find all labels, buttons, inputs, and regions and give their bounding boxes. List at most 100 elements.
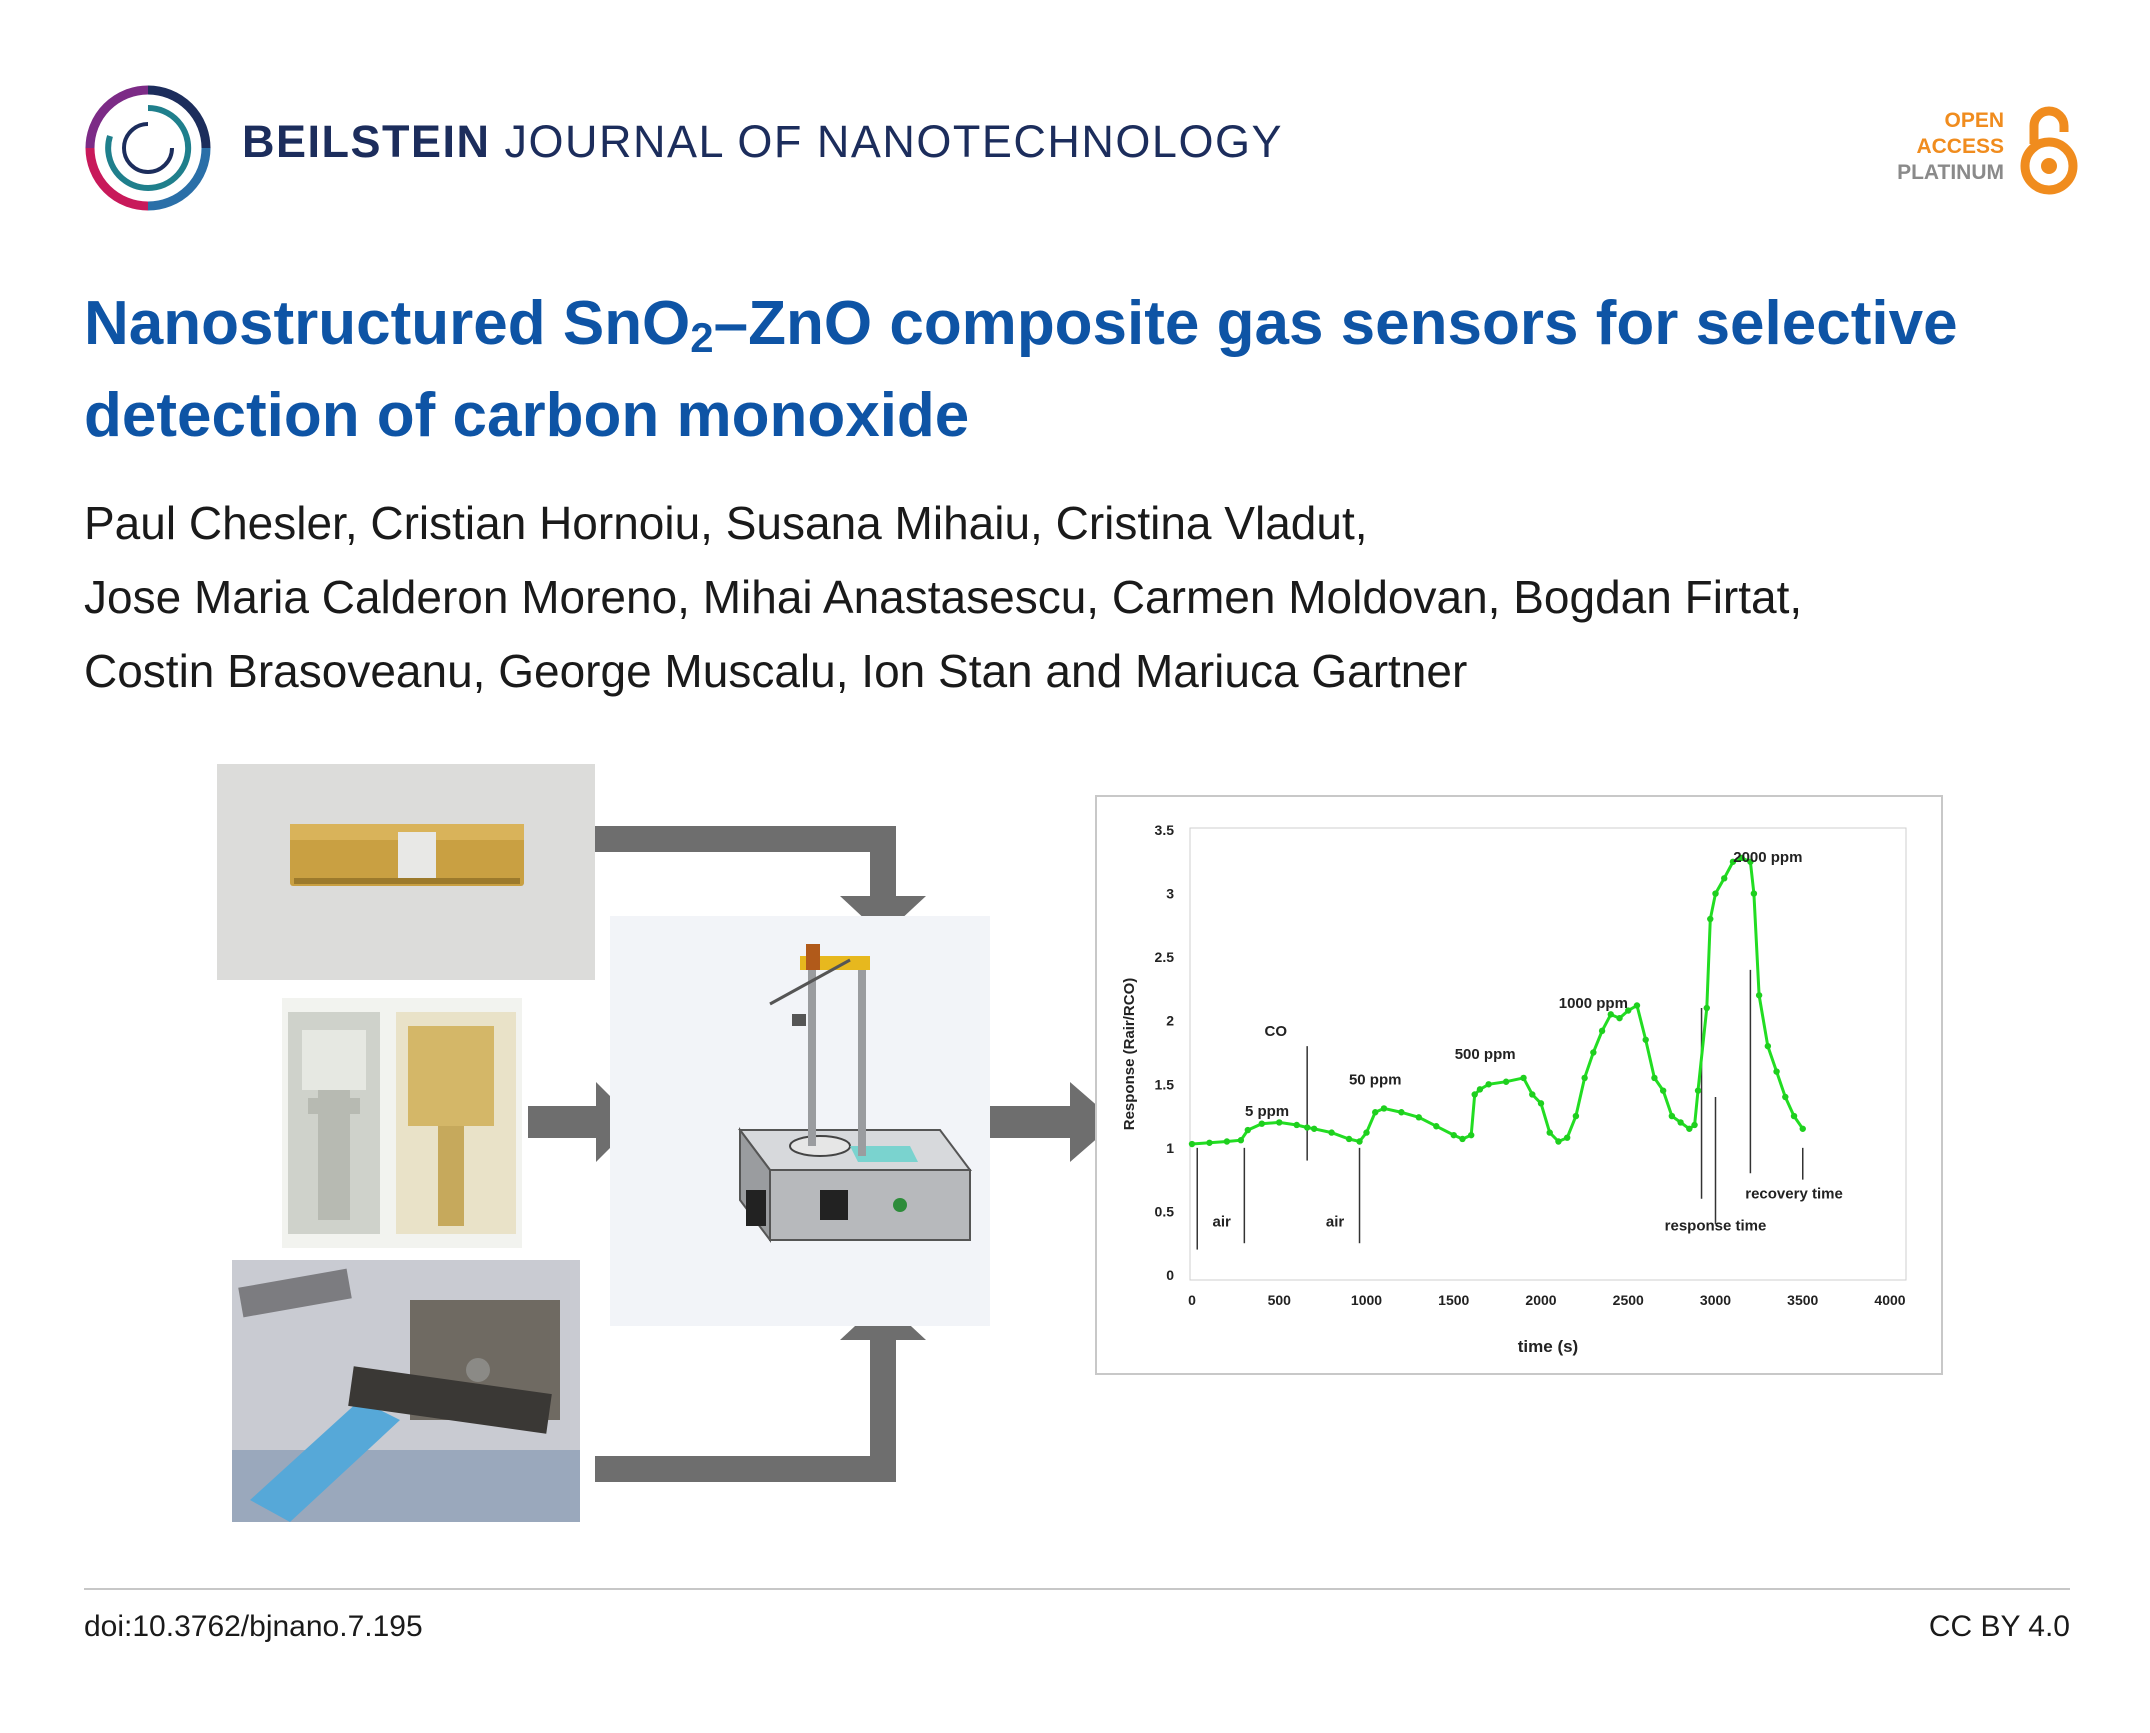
title-part1: Nanostructured SnO	[84, 289, 691, 358]
y-tick-label: 3.5	[1155, 822, 1175, 838]
authors-line: Paul Chesler, Cristian Hornoiu, Susana M…	[84, 497, 1368, 549]
annotation-label: 5 ppm	[1245, 1103, 1289, 1120]
authors-line: Costin Brasoveanu, George Muscalu, Ion S…	[84, 645, 1468, 697]
y-tick-label: 3	[1166, 886, 1174, 902]
data-point	[1476, 1086, 1484, 1093]
data-point	[1790, 1112, 1798, 1120]
data-point	[1651, 1074, 1658, 1082]
flow-arrows	[528, 826, 1116, 1482]
x-tick-label: 1500	[1438, 1292, 1469, 1308]
data-point	[1712, 890, 1719, 897]
x-tick-label: 3500	[1787, 1292, 1818, 1308]
electrodes-photo	[282, 998, 522, 1248]
response-plot: 0 0.5 1 1.5 2 2.5 3 3.5 0 500 1000 1500 2000 2500 300…	[1095, 795, 1943, 1375]
data-point	[1380, 1105, 1388, 1112]
data-point	[1703, 1004, 1710, 1012]
data-point	[1773, 1068, 1780, 1075]
open-access-badge: OPEN ACCESS PLATINUM	[1880, 104, 2080, 196]
authors-line: Jose Maria Calderon Moreno, Mihai Anasta…	[84, 571, 1803, 623]
annotation-label: 1000 ppm	[1559, 995, 1628, 1012]
data-point	[1546, 1129, 1553, 1136]
sensor-substrate-photo	[217, 764, 595, 980]
article-title: Nanostructured SnO2–ZnO composite gas se…	[84, 278, 2044, 462]
y-tick-label: 2.5	[1155, 949, 1175, 965]
annotation-label: air	[1326, 1214, 1345, 1231]
data-point	[1356, 1138, 1363, 1145]
doi-text: doi:10.3762/bjnano.7.195	[84, 1610, 423, 1643]
y-tick-label: 1	[1166, 1140, 1174, 1156]
badge-open: OPEN	[1944, 109, 2004, 132]
data-point	[1188, 1140, 1196, 1148]
x-axis-label: time (s)	[1518, 1337, 1578, 1356]
data-point	[1729, 858, 1737, 865]
journal-name-strong: BEILSTEIN	[242, 116, 491, 167]
x-axis-ticks: 0 500 1000 1500 2000 2500 3000 3500 4000	[1188, 1292, 1906, 1308]
data-point	[1625, 1007, 1632, 1014]
annotation-label: 500 ppm	[1455, 1046, 1516, 1063]
badge-platinum: PLATINUM	[1897, 161, 2004, 184]
annotation-label: air	[1212, 1214, 1231, 1231]
x-tick-label: 0	[1188, 1292, 1196, 1308]
data-point	[1707, 915, 1714, 923]
title-part2: –ZnO composite gas sensors for selective…	[84, 289, 1958, 450]
y-tick-label: 1.5	[1155, 1076, 1175, 1092]
data-point	[1372, 1109, 1379, 1116]
x-tick-label: 500	[1268, 1292, 1292, 1308]
data-point	[1659, 1087, 1667, 1094]
data-point	[1244, 1126, 1252, 1134]
data-point	[1738, 854, 1745, 862]
data-point	[1363, 1129, 1370, 1136]
chart-annotations: CO 5 ppm air air 50 ppm 500 ppm 1000 ppm 2000 p…	[1212, 849, 1842, 1235]
data-point	[1747, 858, 1754, 865]
data-point	[1520, 1074, 1527, 1082]
data-point	[1258, 1120, 1266, 1127]
test-chamber-drawing	[610, 916, 990, 1326]
data-point	[1694, 1087, 1702, 1094]
data-point	[1764, 1042, 1772, 1050]
data-point	[1415, 1114, 1423, 1121]
data-point	[1529, 1091, 1536, 1098]
data-point	[1581, 1074, 1588, 1082]
data-point	[1223, 1138, 1231, 1145]
data-point	[1616, 1014, 1623, 1022]
data-point	[1691, 1121, 1698, 1129]
data-point	[1502, 1078, 1510, 1085]
x-tick-label: 2500	[1613, 1292, 1644, 1308]
data-point	[1668, 1112, 1676, 1120]
data-point	[1293, 1121, 1300, 1129]
data-point	[1345, 1135, 1353, 1143]
y-axis-ticks: 0 0.5 1 1.5 2 2.5 3 3.5	[1155, 822, 1175, 1283]
data-point	[1303, 1124, 1311, 1131]
graphical-abstract: 0 0.5 1 1.5 2 2.5 3 3.5 0 500 1000 1500 2000 2500 300…	[210, 760, 1950, 1540]
data-point	[1555, 1138, 1562, 1145]
annotation-label: CO	[1265, 1023, 1288, 1040]
data-point	[1485, 1081, 1492, 1088]
y-tick-label: 2	[1166, 1013, 1174, 1029]
footer-divider	[84, 1588, 2070, 1590]
annotation-label: response time	[1665, 1218, 1767, 1235]
open-access-lock-icon	[2020, 106, 2078, 195]
journal-name: BEILSTEIN JOURNAL OF NANOTECHNOLOGY	[242, 116, 1283, 168]
title-subscript: 2	[690, 314, 714, 361]
data-point	[1433, 1123, 1440, 1130]
annotation-label: 50 ppm	[1349, 1071, 1402, 1088]
license-text: CC BY 4.0	[1928, 1610, 2070, 1643]
x-tick-label: 2000	[1525, 1292, 1556, 1308]
x-tick-label: 3000	[1700, 1292, 1731, 1308]
y-tick-label: 0.5	[1155, 1203, 1175, 1219]
data-point	[1598, 1027, 1606, 1035]
data-point	[1642, 1036, 1649, 1043]
data-point	[1459, 1135, 1466, 1143]
contact-holder-photo	[232, 1260, 580, 1522]
data-point	[1782, 1093, 1789, 1101]
y-axis-label: Response (Rair/RCO)	[1121, 978, 1138, 1131]
x-tick-label: 1000	[1351, 1292, 1382, 1308]
annotation-label: recovery time	[1745, 1186, 1843, 1203]
data-point	[1328, 1129, 1335, 1136]
data-point	[1633, 1002, 1641, 1009]
data-point	[1450, 1131, 1457, 1139]
annotation-markers	[1196, 969, 1804, 1250]
data-point	[1206, 1139, 1213, 1146]
data-point	[1276, 1119, 1283, 1126]
data-point	[1686, 1125, 1693, 1132]
